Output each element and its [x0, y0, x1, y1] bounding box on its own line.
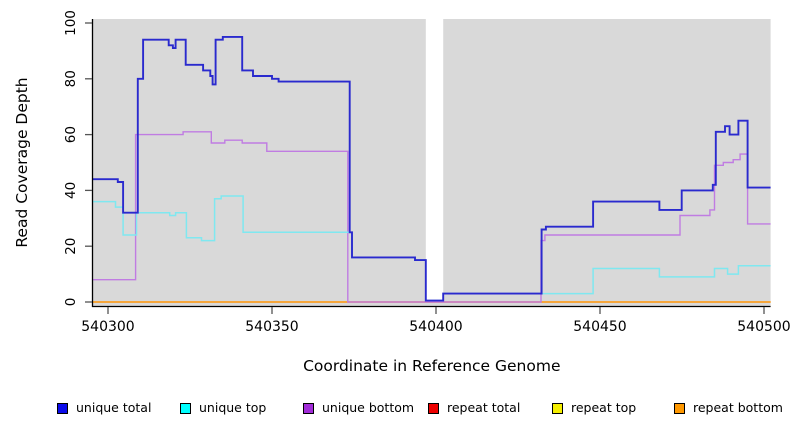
- y-tick-label: 100: [63, 10, 79, 36]
- x-axis-label: Coordinate in Reference Genome: [303, 357, 560, 375]
- x-tick-label: 540450: [573, 319, 626, 335]
- series-line-unique-bottom: [92, 131, 771, 303]
- x-tick-label: 540400: [409, 319, 462, 335]
- x-tick-label: 540350: [245, 319, 298, 335]
- series-line-unique-top: [92, 195, 771, 302]
- y-axis-label: Read Coverage Depth: [13, 77, 31, 247]
- no-data-band: [425, 19, 444, 300]
- x-tick-label: 540300: [81, 319, 134, 335]
- y-tick-label: 20: [63, 238, 79, 255]
- y-tick-label: 60: [63, 126, 79, 143]
- series-line-unique-total: [92, 35, 771, 302]
- y-tick-label: 40: [63, 182, 79, 199]
- x-tick-label: 540500: [737, 319, 790, 335]
- y-tick-label: 0: [63, 298, 79, 307]
- y-tick-label: 80: [63, 70, 79, 87]
